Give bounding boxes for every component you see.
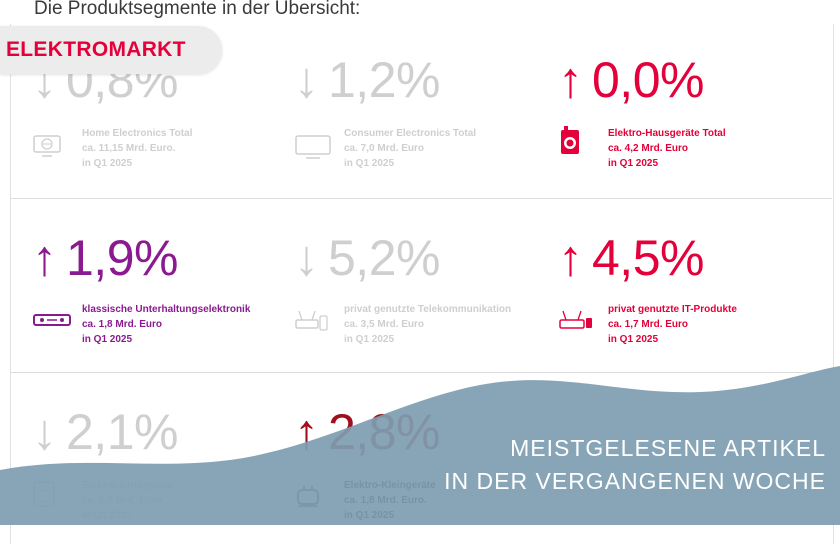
segment-consumer-electronics: ↓ 1,2% Consumer Electronics Total ca. 7,0 … — [294, 52, 476, 169]
segment-change-value: ↑ 0,0% — [558, 52, 704, 108]
segment-details: privat genutzte IT-Produkte ca. 1,7 Mrd. … — [608, 304, 737, 345]
logo-badge[interactable]: ELEKTROMARKT — [0, 26, 222, 74]
washing-machine-icon — [561, 126, 579, 154]
elektromarkt-logo: ELEKTROMARKT — [6, 38, 186, 61]
router-phone-icon — [295, 310, 328, 331]
segment-household-appliances: ↑ 0,0% Elektro-Hausgeräte Total ca. 4,2 Mr… — [558, 52, 726, 169]
segment-details: privat genutzte Telekommunikation ca. 3,5… — [344, 304, 512, 345]
row-divider — [10, 372, 832, 373]
banner-title[interactable]: MEISTGELESENE ARTIKEL — [510, 435, 826, 461]
segment-change-value: ↓ 2,1% — [32, 404, 178, 460]
segment-details: klassische Unterhaltungselektronik ca. 1,… — [82, 304, 251, 345]
banner-subtitle[interactable]: IN DER VERGANGENEN WOCHE — [444, 468, 826, 494]
segment-small-appliances: ↑ 2,8% Elektro-Kleingeräte ca. 1,8 Mrd. Eu… — [294, 404, 440, 521]
segment-details: Elektro-Großgeräte ca. 2,4 Mrd. Euro in Q1… — [82, 480, 174, 521]
segment-telecommunication: ↓ 5,2% privat genutzte Telekommunikation c… — [294, 230, 511, 345]
segment-change-value: ↓ 5,2% — [294, 230, 440, 286]
segment-details: Home Electronics Total ca. 11,15 Mrd. Eur… — [82, 128, 193, 169]
segment-change-value: ↑ 1,9% — [32, 230, 178, 286]
globe-monitor-icon — [33, 135, 61, 157]
receiver-icon — [33, 314, 71, 326]
segment-details: Elektro-Hausgeräte Total ca. 4,2 Mrd. Eur… — [608, 128, 726, 169]
page-heading: Die Produktsegmente in der Übersicht: — [34, 0, 361, 19]
toaster-icon — [297, 486, 319, 507]
washer-icon — [33, 481, 55, 507]
segment-large-appliances: ↓ 2,1% Elektro-Großgeräte ca. 2,4 Mrd. Eur… — [32, 404, 178, 521]
segments-grid — [10, 24, 834, 544]
segment-entertainment-electronics: ↑ 1,9% klassische Unterhaltungselektronik… — [32, 230, 250, 345]
segment-change-value: ↑ 2,8% — [294, 404, 440, 460]
tv-icon — [295, 135, 331, 159]
router-icon — [559, 310, 592, 329]
segment-details: Elektro-Kleingeräte ca. 1,8 Mrd. Euro. in … — [344, 480, 436, 521]
row-divider — [10, 198, 832, 199]
segment-change-value: ↑ 4,5% — [558, 230, 704, 286]
segment-change-value: ↓ 1,2% — [294, 52, 440, 108]
segment-it-products: ↑ 4,5% privat genutzte IT-Produkte ca. 1,7… — [558, 230, 737, 345]
segment-details: Consumer Electronics Total ca. 7,0 Mrd. E… — [344, 128, 477, 169]
